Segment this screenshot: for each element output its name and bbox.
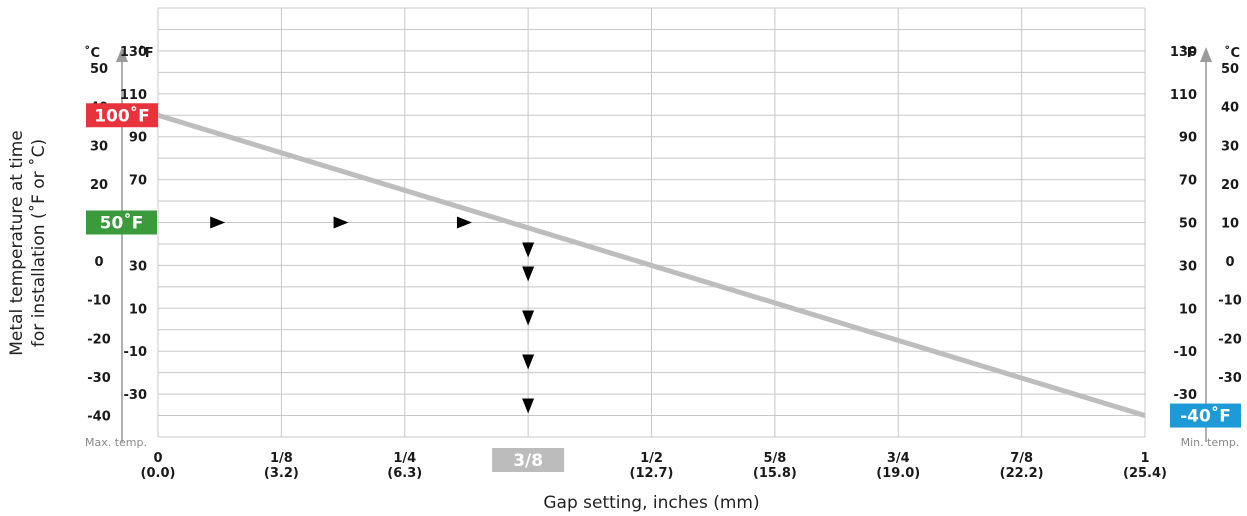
badges: 100˚F 50˚F -40˚F 3/8 [86, 103, 1241, 472]
right-fahrenheit-tick: 110 [1170, 88, 1197, 103]
example-arrows [210, 216, 535, 414]
left-celsius-tick: 50 [90, 62, 108, 77]
grid [157, 7, 1146, 438]
left-celsius-tick: -40 [87, 410, 111, 425]
right-arrow-marker [456, 216, 472, 229]
right-celsius-tick: -20 [1218, 332, 1242, 347]
left-fahrenheit-unit: ˚F [138, 45, 153, 61]
left-fahrenheit-tick: 90 [129, 131, 147, 146]
x-tick-mm-label: (12.7) [630, 466, 674, 481]
right-celsius-unit: ˚C [1224, 45, 1240, 61]
x-tick-label: 0 [153, 451, 162, 466]
y-axis-title-line: Metal temperature at time [7, 130, 27, 356]
right-fahrenheit-tick: 50 [1179, 217, 1197, 232]
result-badge [492, 448, 565, 472]
right-fahrenheit-tick: 70 [1179, 174, 1197, 189]
temp-badge-example [86, 210, 157, 235]
down-arrow-marker [522, 266, 535, 282]
temp-badge-min-text: -40˚F [1180, 405, 1231, 427]
left-fahrenheit-tick: -10 [124, 345, 148, 360]
y-axis-title: Metal temperature at time for installatio… [7, 130, 49, 356]
right-celsius-tick: 0 [1225, 255, 1234, 270]
x-tick-label: 1/4 [393, 451, 416, 466]
left-celsius-tick: 30 [90, 139, 108, 154]
right-celsius-tick: -30 [1218, 371, 1242, 386]
right-fahrenheit-tick: 30 [1179, 259, 1197, 274]
right-fahrenheit-tick: 90 [1179, 131, 1197, 146]
series-line [157, 112, 1146, 418]
x-tick-label: 7/8 [1010, 451, 1033, 466]
left-celsius-tick: -10 [87, 294, 111, 309]
right-fahrenheit-tick: 10 [1179, 302, 1197, 317]
temp-badge-max [86, 103, 158, 128]
max-temp-label: Max. temp. [85, 436, 147, 449]
result-badge-text: 3/8 [513, 451, 543, 471]
temp-badge-max-text: 100˚F [94, 104, 150, 126]
axes [116, 47, 1212, 442]
right-axis-arrowhead [1200, 47, 1212, 62]
x-tick-mm-label: (19.0) [876, 466, 920, 481]
min-temp-label: Min. temp. [1181, 436, 1240, 449]
down-arrow-marker [522, 398, 535, 414]
x-tick-label: 1/8 [270, 451, 293, 466]
left-fahrenheit-tick: 70 [129, 174, 147, 189]
x-tick-mm-label: (15.8) [753, 466, 797, 481]
x-tick-label: 1/2 [640, 451, 663, 466]
down-arrow-marker [522, 354, 535, 370]
y-axis-title-line: for installation (˚F or ˚C) [28, 139, 49, 347]
left-fahrenheit-tick: -30 [124, 388, 148, 403]
x-axis-title: Gap setting, inches (mm) [543, 493, 759, 513]
left-fahrenheit-tick: 110 [120, 88, 147, 103]
left-fahrenheit-tick: 30 [129, 259, 147, 274]
left-celsius-tick: -30 [87, 371, 111, 386]
right-arrow-marker [333, 216, 349, 229]
right-fahrenheit-tick: -30 [1174, 388, 1198, 403]
right-celsius-tick: 10 [1221, 217, 1239, 232]
temp-badge-min [1170, 403, 1241, 428]
x-tick-mm-label: (22.2) [1000, 466, 1044, 481]
right-celsius-tick: 50 [1221, 62, 1239, 77]
right-celsius-tick: 30 [1221, 139, 1239, 154]
left-celsius-unit: ˚C [84, 45, 100, 61]
right-fahrenheit-tick: 130 [1170, 45, 1197, 60]
left-celsius-tick: -20 [87, 332, 111, 347]
left-fahrenheit-tick: 10 [129, 302, 147, 317]
right-celsius-tick: 20 [1221, 178, 1239, 193]
right-fahrenheit-unit: ˚F [1180, 45, 1195, 61]
right-fahrenheit-tick: -10 [1174, 345, 1198, 360]
x-tick-label: 3/4 [887, 451, 910, 466]
right-celsius-tick: -10 [1218, 294, 1242, 309]
x-tick-label: 1 [1140, 451, 1149, 466]
x-tick-mm-label: (3.2) [264, 466, 299, 481]
temp-badge-example-text: 50˚F [100, 212, 144, 234]
left-fahrenheit-tick: 130 [120, 45, 147, 60]
x-tick-mm-label: (25.4) [1123, 466, 1167, 481]
down-arrow-marker [522, 310, 535, 326]
down-arrow-marker [522, 242, 535, 258]
left-celsius-tick: 0 [94, 255, 103, 270]
right-arrow-marker [210, 216, 226, 229]
right-celsius-tick: 40 [1221, 101, 1239, 116]
x-tick-label: 5/8 [763, 451, 786, 466]
left-axis-arrowhead [116, 47, 128, 62]
left-celsius-tick: 20 [90, 178, 108, 193]
x-tick-mm-label: (6.3) [387, 466, 422, 481]
x-tick-mm-label: (0.0) [141, 466, 176, 481]
series-lines [157, 112, 1146, 418]
